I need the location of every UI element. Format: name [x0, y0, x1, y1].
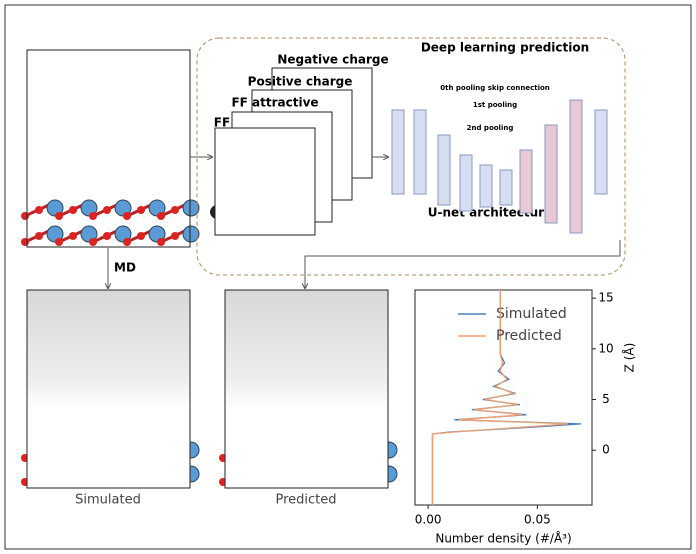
unet-layer: [519, 149, 533, 214]
ff-stack: [214, 67, 373, 236]
o-atom: [123, 212, 131, 220]
unet-layer: [413, 109, 427, 195]
x-tick-label: 0.00: [415, 513, 442, 527]
arrows: [108, 157, 621, 288]
label: MD: [114, 261, 136, 275]
o-atom: [21, 238, 29, 246]
o-atom: [171, 232, 179, 240]
y-tick-label: 0: [602, 443, 610, 457]
y-tick-label: 15: [598, 291, 613, 305]
plot-frame: [414, 289, 593, 506]
label: FF: [214, 116, 230, 130]
label: 0th pooling skip connection: [440, 84, 550, 92]
label: Positive charge: [248, 75, 353, 89]
outer-frame: [4, 4, 692, 550]
o-atom: [35, 232, 43, 240]
o-atom: [103, 232, 111, 240]
unet-layer: [544, 124, 558, 224]
o-atom: [89, 212, 97, 220]
data-line: [431, 290, 582, 505]
caption: Predicted: [275, 493, 336, 508]
o-atom: [171, 206, 179, 214]
unet-layer: [479, 164, 493, 208]
data-line: [431, 290, 569, 505]
unet-layer: [499, 169, 513, 206]
md-box: [26, 49, 191, 248]
unet-layer: [459, 154, 473, 212]
legend-label: Simulated: [496, 306, 567, 322]
dl-box: [196, 37, 626, 276]
ti-atom: [182, 225, 200, 243]
o-atom: [35, 206, 43, 214]
x-axis-label: Number density (#/Å³): [435, 531, 571, 546]
label: FF attractive: [231, 96, 318, 110]
o-atom: [137, 206, 145, 214]
o-atom: [123, 238, 131, 246]
legend-label: Predicted: [496, 328, 562, 344]
y-tick-label: 10: [598, 341, 613, 355]
title: Deep learning prediction: [421, 41, 589, 55]
o-atom: [21, 212, 29, 220]
unet-layer: [569, 99, 583, 234]
x-tick-label: 0.05: [524, 513, 551, 527]
o-atom: [55, 212, 63, 220]
o-atom: [137, 232, 145, 240]
ti-atom: [182, 199, 200, 217]
unet-layer: [391, 109, 405, 195]
sim-image: [26, 289, 191, 489]
label: 1st pooling: [473, 101, 517, 109]
unet-layer: [437, 134, 451, 206]
o-atom: [55, 238, 63, 246]
unet-layer: [594, 109, 608, 195]
o-atom: [69, 232, 77, 240]
o-atom: [157, 238, 165, 246]
label: Negative charge: [277, 53, 388, 67]
caption: Simulated: [75, 493, 141, 508]
o-atom: [69, 206, 77, 214]
y-axis-label: Z (Å): [622, 343, 637, 373]
pred-image: [224, 289, 389, 489]
label: U-net architecture: [428, 206, 552, 220]
y-tick-label: 5: [602, 392, 610, 406]
o-atom: [157, 212, 165, 220]
o-atom: [103, 206, 111, 214]
o-atom: [89, 238, 97, 246]
label: 2nd pooling: [467, 124, 514, 132]
